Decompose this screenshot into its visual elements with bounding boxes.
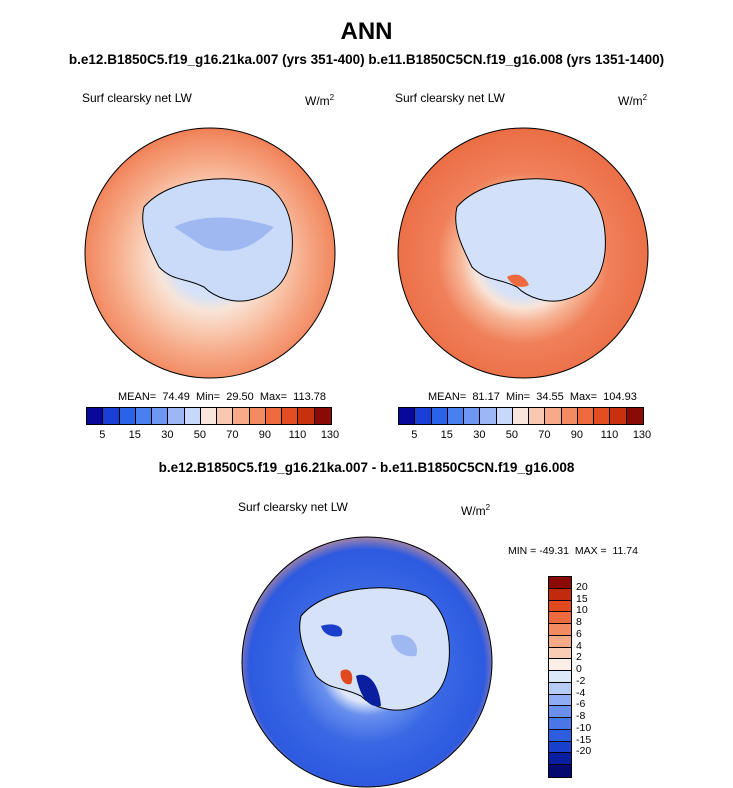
colorbar-a-swatch (152, 408, 169, 424)
colorbar-a-tick-label: 50 (193, 429, 206, 441)
colorbar-a-swatch (298, 408, 315, 424)
colorbar-a (86, 407, 332, 425)
colorbar-b-swatch (431, 408, 448, 424)
colorbar-b-tick-label: 15 (440, 429, 453, 441)
colorbar-diff-swatch (549, 647, 571, 660)
colorbar-a-swatch (314, 408, 331, 424)
colorbar-b-swatch (577, 408, 595, 424)
colorbar-diff-swatch (549, 659, 571, 671)
colorbar-diff-tick-label: 6 (576, 627, 582, 640)
colorbar-b-swatch (464, 408, 481, 424)
colorbar-b-swatch (415, 408, 432, 424)
panel-b-stats: MEAN= 81.17 Min= 34.55 Max= 104.93 (428, 391, 637, 403)
colorbar-a-swatch (135, 408, 153, 424)
colorbar-diff-tick-label: -20 (576, 745, 592, 758)
colorbar-b-tick-label: 70 (538, 429, 551, 441)
colorbar-diff-ticks: 20 15 10 8 6 4 2 0 -2 -4 -6 -8 -10 -15 -20 (576, 576, 616, 776)
colorbar-b-swatch (610, 408, 627, 424)
colorbar-a-tick-label: 90 (258, 429, 272, 441)
colorbar-b-swatch (399, 408, 416, 424)
panel-c-map (241, 536, 493, 788)
colorbar-b-swatch (512, 408, 530, 424)
colorbar-diff-swatch (549, 600, 571, 613)
colorbar-b-swatch (480, 408, 497, 424)
colorbar-b-swatch (545, 408, 562, 424)
colorbar-diff-swatch (549, 718, 571, 730)
colorbar-diff-tick-label: 20 (576, 580, 588, 593)
colorbar-diff-tick-label: 10 (576, 604, 588, 617)
colorbar-a-swatch (265, 408, 283, 424)
page-title: ANN (340, 18, 393, 45)
colorbar-diff-swatch (549, 588, 571, 601)
colorbar-b (398, 407, 644, 425)
colorbar-b-tick-label: 5 (411, 429, 418, 441)
colorbar-diff-swatch (549, 753, 571, 765)
colorbar-a-ticks: 5 15 30 50 70 90 110 130 (86, 429, 339, 443)
colorbar-diff-swatch (549, 612, 571, 624)
colorbar-a-swatch (249, 408, 266, 424)
colorbar-b-swatch (561, 408, 578, 424)
colorbar-a-tick-label: 110 (288, 429, 307, 441)
colorbar-b-swatch (626, 408, 643, 424)
colorbar-diff-tick-label: 2 (576, 651, 582, 664)
colorbar-b-swatch (594, 408, 611, 424)
colorbar-b-tick-label: 30 (473, 429, 486, 441)
colorbar-diff-tick-label: -8 (576, 710, 586, 723)
panel-a-stats: MEAN= 74.49 Min= 29.50 Max= 113.78 (118, 391, 327, 403)
colorbar-a-swatch (87, 408, 104, 424)
panel-b-label: Surf clearsky net LW (395, 91, 505, 105)
colorbar-a-swatch (282, 408, 299, 424)
colorbar-diff-swatch (549, 682, 571, 695)
colorbar-b-tick-label: 50 (505, 429, 518, 441)
colorbar-diff-tick-label: -10 (576, 721, 592, 734)
colorbar-a-swatch (184, 408, 201, 424)
colorbar-a-swatch (103, 408, 120, 424)
colorbar-diff-swatch (549, 741, 571, 754)
colorbar-a-tick-label: 15 (128, 429, 141, 441)
colorbar-a-swatch (217, 408, 234, 424)
colorbar-diff-swatch (549, 577, 571, 589)
colorbar-diff-swatch (549, 635, 571, 648)
colorbar-diff-tick-label: -15 (576, 733, 592, 746)
colorbar-a-tick-label: 30 (161, 429, 174, 441)
colorbar-a-tick-label: 70 (226, 429, 239, 441)
case-subtitle: b.e12.B1850C5.f19_g16.21ka.007 (yrs 351-… (68, 52, 665, 67)
colorbar-a-swatch (168, 408, 185, 424)
colorbar-diff-tick-label: -6 (576, 698, 586, 711)
colorbar-diff-swatch (549, 706, 571, 718)
panel-a-units: W/m2 (305, 93, 335, 108)
colorbar-diff-tick-label: 8 (576, 616, 582, 629)
panel-c-stats: MIN = -49.31 MAX = 11.74 (508, 545, 638, 557)
colorbar-b-tick-label: 90 (570, 429, 584, 441)
panel-c-label: Surf clearsky net LW (238, 500, 348, 514)
panel-c-units: W/m2 (461, 503, 491, 518)
colorbar-b-tick-label: 130 (632, 429, 652, 441)
panel-b-units: W/m2 (618, 93, 648, 108)
colorbar-a-swatch (233, 408, 250, 424)
colorbar-b-swatch (447, 408, 465, 424)
colorbar-b-swatch (496, 408, 513, 424)
colorbar-b-tick-label: 110 (600, 429, 619, 441)
colorbar-a-swatch (119, 408, 136, 424)
panel-a-label: Surf clearsky net LW (82, 91, 192, 105)
colorbar-a-swatch (200, 408, 218, 424)
colorbar-diff-tick-label: -2 (576, 674, 586, 687)
colorbar-b-ticks: 5 15 30 50 70 90 110 130 (398, 429, 651, 443)
colorbar-diff-tick-label: -4 (576, 686, 586, 699)
colorbar-diff-swatch (549, 671, 571, 683)
colorbar-diff (548, 576, 572, 778)
colorbar-diff-tick-label: 0 (576, 663, 582, 676)
colorbar-a-tick-label: 5 (99, 429, 106, 441)
panel-a-map (84, 127, 336, 379)
colorbar-diff-swatch (549, 729, 571, 742)
difference-title: b.e12.B1850C5.f19_g16.21ka.007 - b.e11.B… (158, 460, 575, 475)
colorbar-diff-swatch (549, 765, 571, 777)
colorbar-diff-tick-label: 4 (576, 639, 582, 652)
colorbar-b-swatch (529, 408, 546, 424)
colorbar-diff-swatch (549, 694, 571, 707)
colorbar-diff-swatch (549, 624, 571, 636)
panel-b-map (397, 127, 649, 379)
colorbar-a-tick-label: 130 (320, 429, 340, 441)
colorbar-diff-tick-label: 15 (576, 592, 588, 605)
